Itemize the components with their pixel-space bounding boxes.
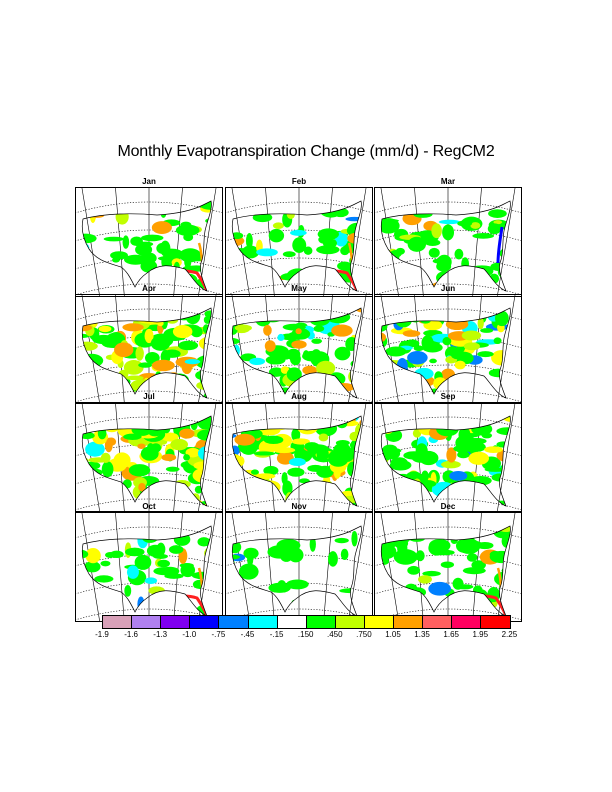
map-panel-jul: Jul xyxy=(75,392,223,512)
legend-tick-label: -.75 xyxy=(211,630,226,639)
map-panel-aug: Aug xyxy=(225,392,373,512)
legend-swatch xyxy=(218,615,249,629)
panel-month-label: Mar xyxy=(440,177,456,186)
panel-map xyxy=(374,294,522,404)
panel-map xyxy=(225,187,373,297)
legend-swatch xyxy=(160,615,191,629)
legend-tick-label: 1.05 xyxy=(385,630,401,639)
panel-frame xyxy=(374,402,522,512)
panel-month-label: Apr xyxy=(142,284,156,293)
panel-map xyxy=(75,187,223,297)
coastline xyxy=(231,415,362,507)
legend-swatch xyxy=(393,615,424,629)
legend-swatch xyxy=(247,615,279,629)
coastline xyxy=(231,307,362,399)
map-panel-jun: Jun xyxy=(374,284,522,404)
panel-month-label: Nov xyxy=(291,502,307,511)
coastline xyxy=(81,525,212,617)
legend-swatch xyxy=(189,615,220,629)
panel-month-label: Dec xyxy=(440,502,456,511)
legend-tick-label: -1.0 xyxy=(182,630,197,639)
panel-month-label: Sep xyxy=(440,392,456,401)
legend-tick-label: 1.35 xyxy=(414,630,430,639)
legend-tick-label: -.15 xyxy=(269,630,284,639)
map-panel-feb: Feb xyxy=(225,177,373,297)
map-panel-oct: Oct xyxy=(75,502,223,622)
panel-month-label: Jul xyxy=(143,392,155,401)
coastline xyxy=(81,415,212,507)
coastline xyxy=(380,415,511,507)
coastline xyxy=(380,200,511,292)
map-panel-apr: Apr xyxy=(75,284,223,404)
panel-month-label: Feb xyxy=(291,177,307,186)
panel-map xyxy=(225,512,373,622)
map-panel-nov: Nov xyxy=(225,502,373,622)
coastline xyxy=(81,200,212,292)
legend-swatch xyxy=(422,615,453,629)
panel-month-label: Oct xyxy=(142,502,156,511)
legend-tick-label: .150 xyxy=(297,630,314,639)
legend-swatch xyxy=(276,615,308,629)
panel-map xyxy=(374,187,522,297)
color-legend xyxy=(102,615,511,629)
panel-map xyxy=(374,512,522,622)
panel-month-label: Jun xyxy=(440,284,456,293)
graticule xyxy=(374,187,522,297)
panel-month-label: Aug xyxy=(291,392,307,401)
legend-tick-label: -1.9 xyxy=(95,630,109,639)
legend-tick-label: 1.65 xyxy=(443,630,459,639)
legend-tick-label: -1.6 xyxy=(124,630,138,639)
map-panel-mar: Mar xyxy=(374,177,522,297)
coastline xyxy=(380,525,511,617)
panel-map xyxy=(75,512,223,622)
coastline xyxy=(231,525,362,617)
map-panel-sep: Sep xyxy=(374,392,522,512)
panel-frame xyxy=(225,402,373,512)
panel-map xyxy=(225,294,373,404)
legend-swatch xyxy=(102,615,133,629)
map-panel-may: May xyxy=(225,284,373,404)
panel-map xyxy=(374,402,522,512)
coastline xyxy=(380,307,511,399)
legend-swatch xyxy=(131,615,162,629)
legend-tick-label: -.45 xyxy=(240,630,255,639)
legend-tick-label: .450 xyxy=(327,630,343,639)
map-panel-jan: Jan xyxy=(75,177,223,297)
legend-tick-label: .750 xyxy=(356,630,372,639)
legend-tick-label: 2.25 xyxy=(501,630,518,639)
legend-tick-label: 1.95 xyxy=(472,630,489,639)
panel-month-label: Jan xyxy=(142,177,156,186)
coastline xyxy=(81,307,212,399)
panel-frame xyxy=(75,402,223,512)
legend-tick-label: -1.3 xyxy=(153,630,168,639)
legend-swatch xyxy=(480,615,511,629)
legend-swatch xyxy=(451,615,482,629)
panel-month-label: May xyxy=(291,284,307,293)
legend-swatch xyxy=(334,615,366,629)
coastline xyxy=(231,200,362,292)
figure-title: Monthly Evapotranspiration Change (mm/d)… xyxy=(117,143,495,160)
panel-map xyxy=(75,402,223,512)
panel-map xyxy=(75,294,223,404)
panel-map xyxy=(225,402,373,512)
map-panel-dec: Dec xyxy=(374,502,522,622)
legend-swatch xyxy=(305,615,337,629)
legend-swatch xyxy=(363,615,395,629)
